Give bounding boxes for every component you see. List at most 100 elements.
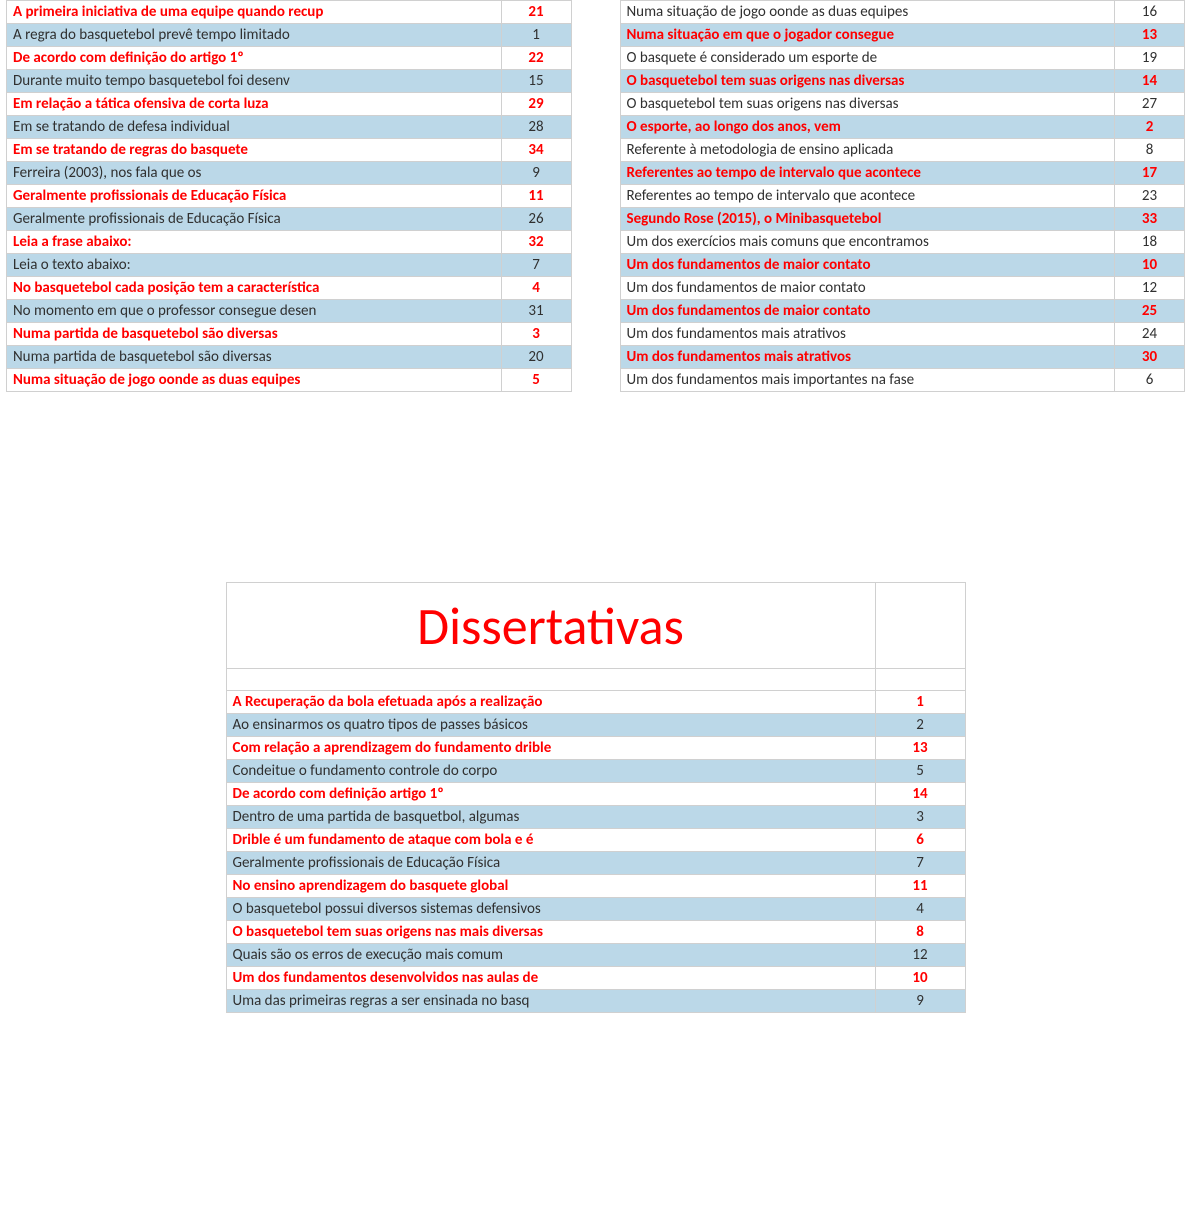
row-number: 14 xyxy=(875,783,965,806)
table-row: Um dos fundamentos de maior contato12 xyxy=(620,277,1185,300)
table-row: Referentes ao tempo de intervalo que aco… xyxy=(620,185,1185,208)
row-text: Uma das primeiras regras a ser ensinada … xyxy=(226,990,875,1013)
row-text: Condeitue o fundamento controle do corpo xyxy=(226,760,875,783)
table-row: Referentes ao tempo de intervalo que aco… xyxy=(620,162,1185,185)
row-text: No momento em que o professor consegue d… xyxy=(7,300,502,323)
table-row: O basquetebol possui diversos sistemas d… xyxy=(226,898,965,921)
row-text: De acordo com definição artigo 1º xyxy=(226,783,875,806)
table-row: Geralmente profissionais de Educação Fís… xyxy=(226,852,965,875)
row-text: No ensino aprendizagem do basquete globa… xyxy=(226,875,875,898)
row-text: Ao ensinarmos os quatro tipos de passes … xyxy=(226,714,875,737)
row-number: 6 xyxy=(875,829,965,852)
table-row: Segundo Rose (2015), o Minibasquetebol33 xyxy=(620,208,1185,231)
row-text: O esporte, ao longo dos anos, vem xyxy=(620,116,1115,139)
row-number: 7 xyxy=(875,852,965,875)
row-number: 14 xyxy=(1115,70,1185,93)
row-text: Em se tratando de regras do basquete xyxy=(7,139,502,162)
table-row: O basquetebol tem suas origens nas diver… xyxy=(620,93,1185,116)
table-row: De acordo com definição artigo 1º14 xyxy=(226,783,965,806)
top-tables-container: A primeira iniciativa de uma equipe quan… xyxy=(0,0,1191,392)
left-column: A primeira iniciativa de uma equipe quan… xyxy=(6,0,572,392)
row-text: Geralmente profissionais de Educação Fís… xyxy=(7,208,502,231)
row-number: 13 xyxy=(1115,24,1185,47)
row-number: 34 xyxy=(501,139,571,162)
row-number: 7 xyxy=(501,254,571,277)
table-row: Um dos fundamentos mais atrativos30 xyxy=(620,346,1185,369)
row-number: 28 xyxy=(501,116,571,139)
row-number: 4 xyxy=(501,277,571,300)
row-number: 26 xyxy=(501,208,571,231)
table-row: Numa situação de jogo oonde as duas equi… xyxy=(7,369,572,392)
row-text: No basquetebol cada posição tem a caract… xyxy=(7,277,502,300)
row-number: 16 xyxy=(1115,1,1185,24)
row-number: 22 xyxy=(501,47,571,70)
row-number: 10 xyxy=(1115,254,1185,277)
title-empty-cell xyxy=(875,583,965,669)
row-number: 30 xyxy=(1115,346,1185,369)
table-row: Condeitue o fundamento controle do corpo… xyxy=(226,760,965,783)
row-text: O basquete é considerado um esporte de xyxy=(620,47,1115,70)
row-number: 5 xyxy=(875,760,965,783)
table-row: O esporte, ao longo dos anos, vem2 xyxy=(620,116,1185,139)
table-row: O basquetebol tem suas origens nas diver… xyxy=(620,70,1185,93)
row-number: 9 xyxy=(501,162,571,185)
row-number: 11 xyxy=(501,185,571,208)
table-row: Durante muito tempo basquetebol foi dese… xyxy=(7,70,572,93)
row-text: Numa partida de basquetebol são diversas xyxy=(7,323,502,346)
table-row: Em relação a tática ofensiva de corta lu… xyxy=(7,93,572,116)
table-row: Ao ensinarmos os quatro tipos de passes … xyxy=(226,714,965,737)
right-column: Numa situação de jogo oonde as duas equi… xyxy=(620,0,1186,392)
table-row: Em se tratando de defesa individual28 xyxy=(7,116,572,139)
row-number: 12 xyxy=(875,944,965,967)
table-row: Drible é um fundamento de ataque com bol… xyxy=(226,829,965,852)
table-row: Numa partida de basquetebol são diversas… xyxy=(7,323,572,346)
row-text: Um dos fundamentos de maior contato xyxy=(620,300,1115,323)
row-text: Um dos fundamentos de maior contato xyxy=(620,277,1115,300)
row-text: O basquetebol tem suas origens nas diver… xyxy=(620,70,1115,93)
table-row: Um dos fundamentos mais importantes na f… xyxy=(620,369,1185,392)
row-number: 1 xyxy=(875,691,965,714)
table-row: Quais são os erros de execução mais comu… xyxy=(226,944,965,967)
row-text: O basquetebol tem suas origens nas diver… xyxy=(620,93,1115,116)
spacer-row xyxy=(226,669,965,691)
row-number: 18 xyxy=(1115,231,1185,254)
row-number: 12 xyxy=(1115,277,1185,300)
table-row: Um dos fundamentos de maior contato25 xyxy=(620,300,1185,323)
table-row: O basquetebol tem suas origens nas mais … xyxy=(226,921,965,944)
row-number: 9 xyxy=(875,990,965,1013)
row-number: 15 xyxy=(501,70,571,93)
row-text: Com relação a aprendizagem do fundamento… xyxy=(226,737,875,760)
row-text: Um dos fundamentos de maior contato xyxy=(620,254,1115,277)
row-text: Leia a frase abaixo: xyxy=(7,231,502,254)
row-number: 20 xyxy=(501,346,571,369)
row-number: 23 xyxy=(1115,185,1185,208)
table-row: A Recuperação da bola efetuada após a re… xyxy=(226,691,965,714)
row-number: 33 xyxy=(1115,208,1185,231)
spacer-cell xyxy=(875,669,965,691)
title-text: Dissertativas xyxy=(226,583,875,669)
row-number: 17 xyxy=(1115,162,1185,185)
left-table: A primeira iniciativa de uma equipe quan… xyxy=(6,0,572,392)
table-row: Referente à metodologia de ensino aplica… xyxy=(620,139,1185,162)
table-row: Ferreira (2003), nos fala que os9 xyxy=(7,162,572,185)
row-number: 25 xyxy=(1115,300,1185,323)
row-text: Um dos fundamentos mais importantes na f… xyxy=(620,369,1115,392)
row-text: Em relação a tática ofensiva de corta lu… xyxy=(7,93,502,116)
row-number: 31 xyxy=(501,300,571,323)
row-text: Um dos fundamentos mais atrativos xyxy=(620,323,1115,346)
row-text: Drible é um fundamento de ataque com bol… xyxy=(226,829,875,852)
row-number: 8 xyxy=(1115,139,1185,162)
row-text: A primeira iniciativa de uma equipe quan… xyxy=(7,1,502,24)
row-text: Um dos fundamentos mais atrativos xyxy=(620,346,1115,369)
row-number: 2 xyxy=(875,714,965,737)
row-number: 3 xyxy=(501,323,571,346)
row-number: 29 xyxy=(501,93,571,116)
table-row: Um dos fundamentos desenvolvidos nas aul… xyxy=(226,967,965,990)
row-text: Segundo Rose (2015), o Minibasquetebol xyxy=(620,208,1115,231)
row-text: A Recuperação da bola efetuada após a re… xyxy=(226,691,875,714)
right-table: Numa situação de jogo oonde as duas equi… xyxy=(620,0,1186,392)
row-number: 5 xyxy=(501,369,571,392)
table-row: No ensino aprendizagem do basquete globa… xyxy=(226,875,965,898)
table-row: Geralmente profissionais de Educação Fís… xyxy=(7,208,572,231)
row-number: 4 xyxy=(875,898,965,921)
